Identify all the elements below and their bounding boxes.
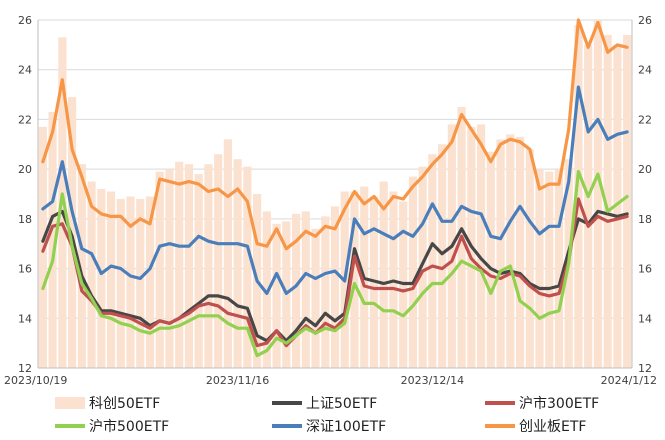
bar: [97, 189, 106, 368]
y-tick-label-right: 24: [638, 64, 652, 77]
legend-label: 深证100ETF: [306, 419, 386, 435]
y-tick-label-right: 20: [638, 163, 652, 176]
legend-swatch: [55, 397, 85, 409]
bar: [496, 139, 505, 368]
legend-label: 沪市500ETF: [89, 418, 169, 435]
bar: [311, 228, 320, 368]
bar: [350, 191, 359, 368]
y-tick-label-right: 22: [638, 113, 652, 126]
y-tick-label-right: 14: [638, 312, 652, 325]
y-tick-label-left: 12: [18, 362, 32, 375]
bar: [214, 154, 223, 368]
x-tick-label: 2023/11/16: [206, 374, 269, 387]
y-tick-label-right: 16: [638, 263, 652, 276]
y-tick-label-right: 26: [638, 14, 652, 27]
bar: [525, 149, 534, 368]
bar: [438, 144, 447, 368]
series-line: [41, 209, 629, 343]
x-tick-label: 2023/10/19: [4, 374, 67, 387]
bar: [77, 164, 86, 368]
bar: [408, 176, 417, 368]
bar: [155, 171, 164, 368]
bar: [243, 166, 252, 368]
y-tick-label-right: 12: [638, 362, 652, 375]
bar: [506, 134, 515, 368]
bar: [184, 164, 194, 368]
legend-label: 创业板ETF: [519, 419, 586, 435]
series-line: [41, 170, 629, 358]
bar: [418, 166, 427, 368]
bar: [194, 174, 203, 368]
bar: [428, 154, 437, 368]
y-tick-label-left: 22: [18, 113, 32, 126]
y-tick-label-right: 18: [638, 213, 652, 226]
bar: [48, 111, 57, 368]
y-tick-label-left: 14: [18, 312, 32, 325]
bar: [262, 211, 271, 368]
legend-label: 沪市300ETF: [519, 395, 599, 412]
bar: [272, 223, 281, 368]
bar: [515, 136, 525, 368]
y-tick-label-left: 20: [18, 163, 32, 176]
bar: [87, 181, 96, 368]
bar: [301, 211, 310, 368]
bar: [321, 216, 330, 368]
bar: [165, 169, 174, 368]
bar: [116, 198, 125, 368]
series-line: [41, 197, 629, 348]
legend: 科创50ETF 上证50ETF 沪市300ETF 沪市500ETF 深证100ETF 创业…: [55, 395, 599, 435]
legend-label: 科创50ETF: [89, 396, 160, 412]
y-tick-label-left: 16: [18, 263, 32, 276]
bar: [603, 34, 612, 369]
line-series-group: [41, 18, 629, 358]
bar: [223, 139, 232, 368]
bar: [593, 20, 603, 368]
bar: [584, 44, 593, 368]
bar: [233, 159, 242, 368]
bar: [476, 124, 486, 369]
legend-label: 上证50ETF: [306, 396, 377, 412]
x-tick-label: 2023/12/14: [401, 374, 464, 387]
bar: [330, 206, 340, 368]
bar: [136, 198, 145, 368]
bar: [623, 34, 632, 369]
bar: [126, 196, 135, 368]
bar: [145, 196, 155, 368]
series-line: [41, 18, 629, 251]
bar: [486, 151, 495, 368]
bar: [106, 191, 116, 368]
bar: [535, 169, 544, 368]
bar: [613, 44, 622, 368]
bar: [204, 164, 213, 368]
y-tick-label-left: 18: [18, 213, 32, 226]
y-tick-label-left: 26: [18, 14, 32, 27]
bar: [291, 213, 301, 368]
series-line: [41, 85, 629, 295]
bar: [545, 171, 554, 368]
bar: [175, 161, 184, 368]
x-tick-label: 2024/1/12: [601, 374, 657, 387]
y-tick-label-left: 24: [18, 64, 32, 77]
bar: [379, 181, 388, 368]
bar: [554, 169, 564, 368]
bar: [574, 24, 583, 368]
